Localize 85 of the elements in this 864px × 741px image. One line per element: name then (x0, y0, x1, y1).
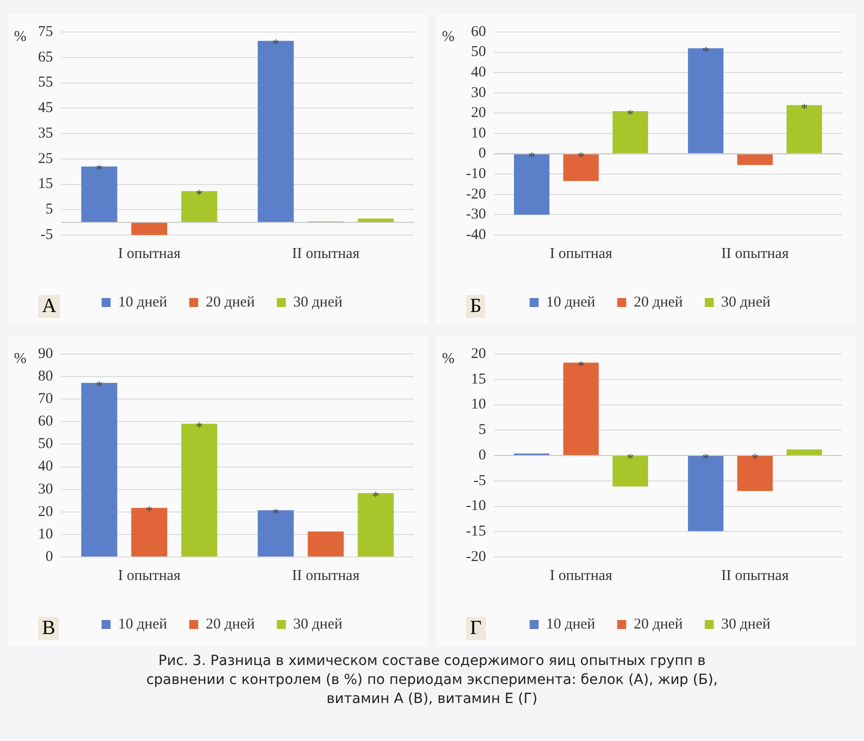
legend-label: 10 дней (118, 616, 168, 632)
data-label: * (577, 150, 584, 166)
data-label: * (372, 490, 380, 505)
y-axis-title: % (14, 28, 26, 45)
y-tick-label: 5 (478, 422, 486, 438)
legend-label: 30 дней (721, 616, 770, 632)
legend-label: 30 дней (721, 294, 770, 310)
text: А (38, 295, 60, 318)
text: В (38, 617, 60, 640)
y-tick-label: 20 (470, 346, 486, 362)
data-label: * (272, 506, 280, 522)
y-tick-label: 20 (38, 504, 53, 520)
y-tick-label: -40 (466, 226, 486, 243)
legend-label: 20 дней (206, 294, 255, 310)
y-tick-label: 5 (46, 202, 53, 218)
x-tick-label: I опытная (118, 568, 181, 584)
y-tick-label: 20 (470, 105, 486, 122)
data-label: * (196, 420, 203, 436)
y-tick-label: 30 (38, 481, 53, 498)
legend-label: 20 дней (634, 616, 683, 632)
y-tick-label: 10 (38, 526, 53, 542)
y-tick-label: 50 (470, 44, 486, 60)
y-tick-label: 10 (470, 396, 486, 413)
y-tick-label: 60 (38, 414, 53, 430)
legend-label: 20 дней (206, 616, 255, 632)
y-tick-label: 60 (470, 24, 486, 40)
data-label: * (196, 188, 203, 203)
y-tick-label: 0 (46, 548, 53, 565)
y-tick-label: 40 (38, 458, 53, 475)
y-tick-label: -5 (473, 472, 486, 489)
y-tick-label: -10 (466, 498, 486, 514)
y-axis-title: % (442, 350, 454, 367)
legend-label: 10 дней (546, 294, 596, 310)
data-label: * (96, 163, 103, 178)
legend-label: 10 дней (546, 616, 596, 632)
y-axis-title: % (14, 350, 26, 367)
data-label: * (272, 38, 280, 53)
y-tick-label: -15 (466, 524, 486, 540)
data-label: * (577, 359, 584, 374)
text: Г (466, 617, 486, 640)
x-tick-label: II опытная (721, 568, 789, 584)
x-tick-label: II опытная (292, 246, 360, 262)
y-tick-label: 80 (38, 368, 53, 384)
legend-label: 30 дней (293, 294, 342, 310)
x-tick-label: I опытная (118, 246, 181, 262)
y-tick-label: 75 (38, 24, 53, 40)
y-tick-label: 0 (478, 146, 486, 162)
data-label: * (702, 44, 710, 60)
data-label: * (96, 380, 103, 395)
x-tick-label: I опытная (550, 568, 612, 584)
y-axis-title: % (442, 28, 454, 45)
y-tick-label: -5 (40, 226, 53, 243)
y-tick-label: 70 (38, 391, 53, 408)
y-tick-label: -20 (466, 548, 486, 565)
x-tick-label: I опытная (550, 246, 612, 262)
y-tick-label: 10 (470, 125, 486, 142)
data-label: * (752, 452, 758, 468)
y-tick-label: 45 (38, 100, 53, 116)
data-label: * (528, 150, 536, 166)
y-tick-label: 15 (38, 176, 53, 192)
data-label: * (800, 102, 808, 117)
y-tick-label: 65 (38, 49, 53, 66)
y-tick-label: 0 (478, 447, 486, 464)
text: Б (466, 295, 486, 318)
y-tick-label: -20 (466, 186, 486, 202)
y-tick-label: 90 (38, 346, 53, 362)
y-tick-label: 55 (38, 74, 53, 91)
y-tick-label: -10 (466, 166, 486, 182)
data-label: * (702, 452, 710, 468)
legend-label: 30 дней (293, 616, 342, 632)
data-label: * (626, 108, 634, 123)
legend-label: 10 дней (118, 294, 168, 310)
y-tick-label: -30 (466, 206, 486, 223)
data-label: * (146, 504, 153, 520)
x-tick-label: II опытная (721, 246, 789, 262)
y-tick-label: 15 (470, 371, 486, 388)
y-tick-label: 50 (38, 436, 53, 452)
y-tick-label: 40 (470, 64, 486, 81)
y-tick-label: 30 (470, 84, 486, 101)
y-tick-label: 25 (38, 150, 53, 167)
legend-label: 20 дней (634, 294, 683, 310)
data-label: * (626, 452, 634, 468)
text: Рис. 3. Разница в химическом составе содержимого яиц опытных групп в сравнении с контролем (в %) по периодам эксперимента: белок (А), жир (Б), витамин А (В), витамин Е (Г) (145, 652, 719, 709)
y-tick-label: 35 (38, 125, 53, 142)
x-tick-label: II опытная (292, 568, 360, 584)
